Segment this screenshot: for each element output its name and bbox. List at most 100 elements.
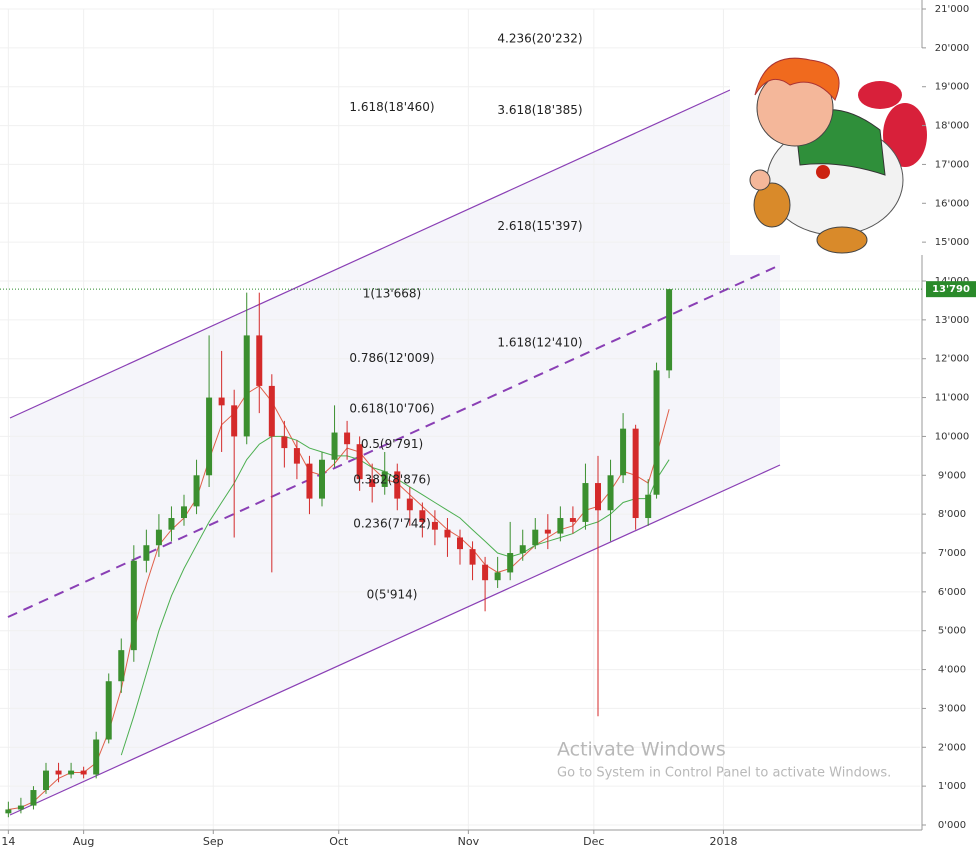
fib-label: 0.786(12'009) [349,351,434,365]
fib-label: 3.618(18'385) [497,103,582,117]
candle-body [293,448,300,464]
candle-body [620,428,627,476]
last-price-label: 13'790 [932,284,970,295]
x-tick-label: 2018 [709,835,737,848]
candle-body [218,397,225,406]
channel-fill [10,90,780,815]
candle-body [582,483,589,522]
candle-body [494,572,501,581]
candle-body [331,432,338,460]
y-tick-label: 19'000 [935,82,970,93]
candle-body [281,436,288,449]
candle-body [155,529,162,546]
x-tick-label: Oct [329,835,349,848]
candle-body [256,335,263,386]
candle-body [406,498,413,511]
y-tick-label: 0'000 [938,820,966,831]
candle-body [607,475,614,511]
candle-body [268,385,275,437]
candle-body [5,809,12,814]
candle-body [344,432,351,445]
candle-body [369,479,376,487]
candle-body [653,370,660,495]
y-tick-label: 18'000 [935,121,970,132]
y-tick-label: 9'000 [938,470,966,481]
candle-body [143,545,150,561]
candle-body [394,471,401,499]
candle-body [93,739,100,775]
watermark-subtitle: Go to System in Control Panel to activat… [557,766,891,781]
y-tick-label: 16'000 [935,198,970,209]
y-tick-label: 11'000 [935,393,970,404]
fib-label: 0.236(7'742) [353,517,431,531]
y-tick-label: 13'000 [935,315,970,326]
candle-body [595,483,601,511]
fib-label: 4.236(20'232) [497,31,582,45]
candle-body [243,335,250,437]
last-price-box [926,281,976,298]
candle-body [381,471,388,487]
grid [0,8,920,830]
fib-label: 1.618(18'460) [349,100,434,114]
y-tick-label: 20'000 [935,43,970,54]
candle-body [181,506,187,519]
channel-lower [9,464,781,816]
channel-mid [7,264,781,618]
candle-body [168,518,175,530]
candle-body [444,529,451,538]
candle-body [306,463,313,499]
y-tick-label: 10'000 [935,431,970,442]
y-tick-label: 6'000 [938,587,966,598]
watermark-title: Activate Windows [557,739,726,761]
candle-body [319,459,325,499]
fib-label: 0(5'914) [367,588,418,602]
y-tick-label: 8'000 [938,509,966,520]
fib-label: 1.618(12'410) [497,335,582,349]
y-tick-label: 7'000 [938,548,966,559]
y-tick-label: 4'000 [938,665,966,676]
candle-body [30,790,37,806]
y-tick-label: 3'000 [938,703,966,714]
fib-label: 0.5(9'791) [361,437,423,451]
candle-body [105,681,112,740]
fib-label: 0.618(10'706) [349,401,434,415]
candle-body [43,770,49,791]
candle-body [557,518,564,534]
candle-body [544,529,551,534]
candle-body [68,770,75,775]
candle-body [118,650,125,682]
candle-body [55,770,62,775]
y-tick-label: 21'000 [935,4,970,15]
candle-body [431,521,438,530]
plot [5,289,673,818]
candle-body [632,428,639,519]
x-tick-label: Nov [458,835,480,848]
y-tick-label: 17'000 [935,159,970,170]
y-tick-label: 1'000 [938,781,966,792]
candle-body [645,494,652,519]
candle-body [457,537,463,550]
x-tick-label: Sep [203,835,224,848]
candle-body [130,560,137,651]
candle-body [532,529,539,546]
candle-body [519,545,526,553]
cartoon [730,48,927,255]
y-tick-label: 5'000 [938,626,966,637]
candle-body [356,444,363,480]
candle-body [193,475,200,507]
fib-label: 1(13'668) [363,286,421,300]
x-tick-label: 14 [1,835,15,848]
candle-body [419,510,426,522]
candle-body [507,553,514,573]
candle-body [80,770,87,775]
y-tick-label: 15'000 [935,237,970,248]
channel-upper [9,89,731,419]
candle-body [17,805,24,810]
candle-body [231,405,238,437]
x-tick-label: Aug [73,835,94,848]
candle-body [569,518,576,522]
candle-body [206,397,213,476]
y-tick-label: 12'000 [935,354,970,365]
candle-body [666,289,673,371]
x-tick-label: Dec [583,835,604,848]
